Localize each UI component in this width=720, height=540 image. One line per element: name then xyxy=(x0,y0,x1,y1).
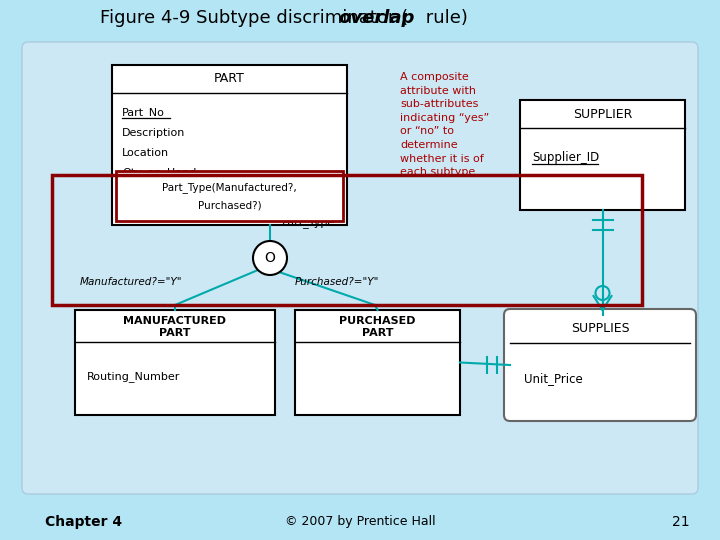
Circle shape xyxy=(253,241,287,275)
FancyBboxPatch shape xyxy=(116,171,343,221)
Text: A composite
attribute with
sub-attributes
indicating “yes”
or “no” to
determine
: A composite attribute with sub-attribute… xyxy=(400,72,490,177)
Text: Part_No: Part_No xyxy=(122,107,165,118)
Text: PURCHASED
PART: PURCHASED PART xyxy=(339,316,415,338)
FancyBboxPatch shape xyxy=(22,42,698,494)
Text: Part_Type:: Part_Type: xyxy=(282,218,339,228)
Text: overlap: overlap xyxy=(338,9,415,27)
Text: Purchased?="Y": Purchased?="Y" xyxy=(295,277,379,287)
Text: Figure 4-9 Subtype discriminator (: Figure 4-9 Subtype discriminator ( xyxy=(100,9,408,27)
FancyBboxPatch shape xyxy=(295,310,460,415)
FancyBboxPatch shape xyxy=(112,65,347,225)
Text: MANUFACTURED
PART: MANUFACTURED PART xyxy=(124,316,227,338)
Text: rule): rule) xyxy=(420,9,468,27)
Text: SUPPLIER: SUPPLIER xyxy=(573,107,632,120)
Text: Location: Location xyxy=(122,148,169,158)
Text: SUPPLIES: SUPPLIES xyxy=(571,322,629,335)
FancyBboxPatch shape xyxy=(75,310,275,415)
Text: Manufactured?="Y": Manufactured?="Y" xyxy=(80,277,182,287)
Text: O: O xyxy=(264,251,276,265)
Text: Supplier_ID: Supplier_ID xyxy=(532,152,599,165)
Text: Description: Description xyxy=(122,128,185,138)
Text: Chapter 4: Chapter 4 xyxy=(45,515,122,529)
Text: Purchased?): Purchased?) xyxy=(198,201,261,211)
Text: Routing_Number: Routing_Number xyxy=(87,372,181,382)
Text: Unit_Price: Unit_Price xyxy=(524,373,582,386)
FancyBboxPatch shape xyxy=(504,309,696,421)
Text: Qty_on_Hand: Qty_on_Hand xyxy=(122,167,197,178)
Text: PART: PART xyxy=(214,72,245,85)
Text: © 2007 by Prentice Hall: © 2007 by Prentice Hall xyxy=(284,516,436,529)
FancyBboxPatch shape xyxy=(520,100,685,210)
Text: Part_Type(Manufactured?,: Part_Type(Manufactured?, xyxy=(162,183,297,193)
Text: 21: 21 xyxy=(672,515,690,529)
